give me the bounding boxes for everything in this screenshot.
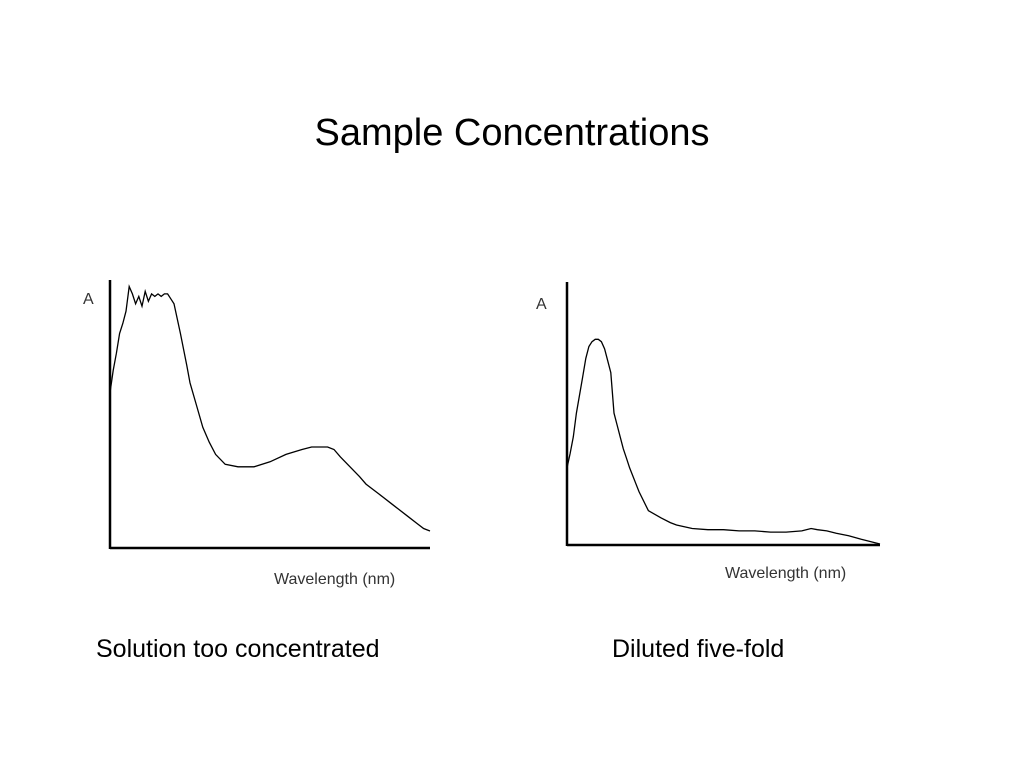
x-axis-label: Wavelength (nm) (274, 571, 395, 588)
absorbance-line (109, 284, 431, 532)
caption-concentrated: Solution too concentrated (96, 635, 380, 663)
caption-diluted: Diluted five-fold (612, 635, 785, 663)
y-axis-label: A (83, 291, 94, 308)
slide-title: Sample Concentrations (314, 112, 710, 154)
